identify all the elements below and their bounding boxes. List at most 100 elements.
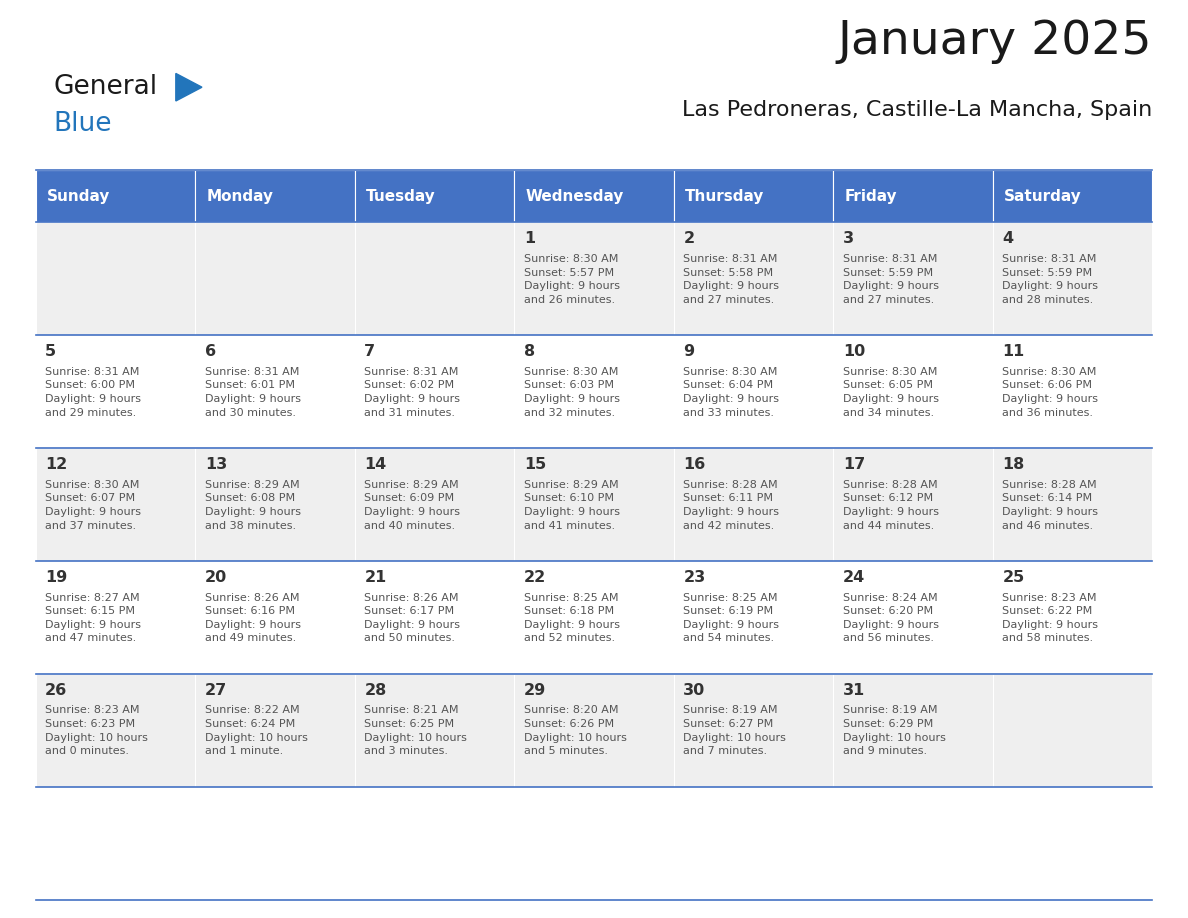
Text: Sunrise: 8:31 AM
Sunset: 6:02 PM
Daylight: 9 hours
and 31 minutes.: Sunrise: 8:31 AM Sunset: 6:02 PM Dayligh…: [365, 367, 460, 418]
Bar: [833, 448, 993, 561]
Text: Sunrise: 8:31 AM
Sunset: 6:01 PM
Daylight: 9 hours
and 30 minutes.: Sunrise: 8:31 AM Sunset: 6:01 PM Dayligh…: [204, 367, 301, 418]
Bar: [993, 561, 1152, 674]
Text: 23: 23: [683, 570, 706, 585]
Text: 6: 6: [204, 344, 216, 359]
Text: Sunrise: 8:20 AM
Sunset: 6:26 PM
Daylight: 10 hours
and 5 minutes.: Sunrise: 8:20 AM Sunset: 6:26 PM Dayligh…: [524, 706, 627, 756]
Bar: [36, 787, 195, 900]
Text: 5: 5: [45, 344, 56, 359]
Text: Sunrise: 8:21 AM
Sunset: 6:25 PM
Daylight: 10 hours
and 3 minutes.: Sunrise: 8:21 AM Sunset: 6:25 PM Dayligh…: [365, 706, 467, 756]
Text: 2: 2: [683, 231, 695, 246]
Text: Sunrise: 8:22 AM
Sunset: 6:24 PM
Daylight: 10 hours
and 1 minute.: Sunrise: 8:22 AM Sunset: 6:24 PM Dayligh…: [204, 706, 308, 756]
Text: Sunrise: 8:31 AM
Sunset: 5:58 PM
Daylight: 9 hours
and 27 minutes.: Sunrise: 8:31 AM Sunset: 5:58 PM Dayligh…: [683, 254, 779, 305]
Text: 4: 4: [1003, 231, 1013, 246]
Text: 20: 20: [204, 570, 227, 585]
Text: 17: 17: [842, 457, 865, 472]
Bar: [355, 674, 514, 787]
Bar: [514, 561, 674, 674]
Bar: [833, 787, 993, 900]
Text: Sunrise: 8:28 AM
Sunset: 6:14 PM
Daylight: 9 hours
and 46 minutes.: Sunrise: 8:28 AM Sunset: 6:14 PM Dayligh…: [1003, 480, 1099, 531]
Text: 10: 10: [842, 344, 865, 359]
Text: 24: 24: [842, 570, 865, 585]
Text: 30: 30: [683, 683, 706, 698]
Text: 3: 3: [842, 231, 854, 246]
Bar: [36, 335, 195, 448]
Text: 7: 7: [365, 344, 375, 359]
Bar: [514, 170, 674, 222]
Text: 21: 21: [365, 570, 386, 585]
Bar: [195, 222, 355, 335]
Text: Sunrise: 8:30 AM
Sunset: 6:07 PM
Daylight: 9 hours
and 37 minutes.: Sunrise: 8:30 AM Sunset: 6:07 PM Dayligh…: [45, 480, 141, 531]
Bar: [674, 674, 833, 787]
Bar: [36, 170, 195, 222]
Text: Sunrise: 8:31 AM
Sunset: 6:00 PM
Daylight: 9 hours
and 29 minutes.: Sunrise: 8:31 AM Sunset: 6:00 PM Dayligh…: [45, 367, 141, 418]
Bar: [674, 561, 833, 674]
Text: Sunrise: 8:29 AM
Sunset: 6:08 PM
Daylight: 9 hours
and 38 minutes.: Sunrise: 8:29 AM Sunset: 6:08 PM Dayligh…: [204, 480, 301, 531]
Bar: [993, 787, 1152, 900]
Text: Blue: Blue: [53, 111, 112, 137]
Bar: [36, 561, 195, 674]
Bar: [674, 222, 833, 335]
Text: Sunrise: 8:25 AM
Sunset: 6:19 PM
Daylight: 9 hours
and 54 minutes.: Sunrise: 8:25 AM Sunset: 6:19 PM Dayligh…: [683, 593, 779, 644]
Text: Sunrise: 8:25 AM
Sunset: 6:18 PM
Daylight: 9 hours
and 52 minutes.: Sunrise: 8:25 AM Sunset: 6:18 PM Dayligh…: [524, 593, 620, 644]
Bar: [355, 561, 514, 674]
Text: Monday: Monday: [207, 188, 273, 204]
Text: Sunrise: 8:27 AM
Sunset: 6:15 PM
Daylight: 9 hours
and 47 minutes.: Sunrise: 8:27 AM Sunset: 6:15 PM Dayligh…: [45, 593, 141, 644]
Text: 14: 14: [365, 457, 386, 472]
Text: Sunrise: 8:26 AM
Sunset: 6:16 PM
Daylight: 9 hours
and 49 minutes.: Sunrise: 8:26 AM Sunset: 6:16 PM Dayligh…: [204, 593, 301, 644]
Bar: [355, 448, 514, 561]
Text: Sunrise: 8:30 AM
Sunset: 5:57 PM
Daylight: 9 hours
and 26 minutes.: Sunrise: 8:30 AM Sunset: 5:57 PM Dayligh…: [524, 254, 620, 305]
Bar: [195, 561, 355, 674]
Text: 8: 8: [524, 344, 535, 359]
Bar: [514, 335, 674, 448]
Bar: [514, 222, 674, 335]
Text: Sunrise: 8:19 AM
Sunset: 6:27 PM
Daylight: 10 hours
and 7 minutes.: Sunrise: 8:19 AM Sunset: 6:27 PM Dayligh…: [683, 706, 786, 756]
Bar: [833, 222, 993, 335]
Text: 31: 31: [842, 683, 865, 698]
Bar: [833, 335, 993, 448]
Text: Sunrise: 8:19 AM
Sunset: 6:29 PM
Daylight: 10 hours
and 9 minutes.: Sunrise: 8:19 AM Sunset: 6:29 PM Dayligh…: [842, 706, 946, 756]
Text: 15: 15: [524, 457, 546, 472]
Bar: [833, 674, 993, 787]
Text: General: General: [53, 74, 158, 100]
Text: 9: 9: [683, 344, 695, 359]
Bar: [195, 448, 355, 561]
Text: Saturday: Saturday: [1004, 188, 1082, 204]
Bar: [833, 561, 993, 674]
Text: Tuesday: Tuesday: [366, 188, 436, 204]
Text: Thursday: Thursday: [685, 188, 764, 204]
Bar: [993, 674, 1152, 787]
Text: Sunrise: 8:30 AM
Sunset: 6:04 PM
Daylight: 9 hours
and 33 minutes.: Sunrise: 8:30 AM Sunset: 6:04 PM Dayligh…: [683, 367, 779, 418]
Bar: [195, 674, 355, 787]
Text: 22: 22: [524, 570, 546, 585]
Text: 18: 18: [1003, 457, 1025, 472]
Bar: [674, 170, 833, 222]
Bar: [993, 170, 1152, 222]
Text: 25: 25: [1003, 570, 1025, 585]
Text: Friday: Friday: [845, 188, 897, 204]
Text: 27: 27: [204, 683, 227, 698]
Polygon shape: [176, 73, 202, 101]
Text: Wednesday: Wednesday: [525, 188, 624, 204]
Bar: [355, 787, 514, 900]
Text: January 2025: January 2025: [838, 18, 1152, 64]
Text: 16: 16: [683, 457, 706, 472]
Bar: [514, 448, 674, 561]
Bar: [195, 787, 355, 900]
Text: 29: 29: [524, 683, 546, 698]
Text: Sunrise: 8:24 AM
Sunset: 6:20 PM
Daylight: 9 hours
and 56 minutes.: Sunrise: 8:24 AM Sunset: 6:20 PM Dayligh…: [842, 593, 939, 644]
Text: 19: 19: [45, 570, 68, 585]
Text: Sunrise: 8:23 AM
Sunset: 6:23 PM
Daylight: 10 hours
and 0 minutes.: Sunrise: 8:23 AM Sunset: 6:23 PM Dayligh…: [45, 706, 148, 756]
Bar: [36, 222, 195, 335]
Text: 28: 28: [365, 683, 386, 698]
Text: Sunrise: 8:23 AM
Sunset: 6:22 PM
Daylight: 9 hours
and 58 minutes.: Sunrise: 8:23 AM Sunset: 6:22 PM Dayligh…: [1003, 593, 1099, 644]
Bar: [993, 448, 1152, 561]
Text: Sunrise: 8:30 AM
Sunset: 6:06 PM
Daylight: 9 hours
and 36 minutes.: Sunrise: 8:30 AM Sunset: 6:06 PM Dayligh…: [1003, 367, 1099, 418]
Text: Sunrise: 8:28 AM
Sunset: 6:12 PM
Daylight: 9 hours
and 44 minutes.: Sunrise: 8:28 AM Sunset: 6:12 PM Dayligh…: [842, 480, 939, 531]
Text: Sunrise: 8:30 AM
Sunset: 6:03 PM
Daylight: 9 hours
and 32 minutes.: Sunrise: 8:30 AM Sunset: 6:03 PM Dayligh…: [524, 367, 620, 418]
Text: 1: 1: [524, 231, 535, 246]
Bar: [674, 787, 833, 900]
Text: Las Pedroneras, Castille-La Mancha, Spain: Las Pedroneras, Castille-La Mancha, Spai…: [682, 100, 1152, 120]
Bar: [993, 335, 1152, 448]
Text: 13: 13: [204, 457, 227, 472]
Bar: [674, 335, 833, 448]
